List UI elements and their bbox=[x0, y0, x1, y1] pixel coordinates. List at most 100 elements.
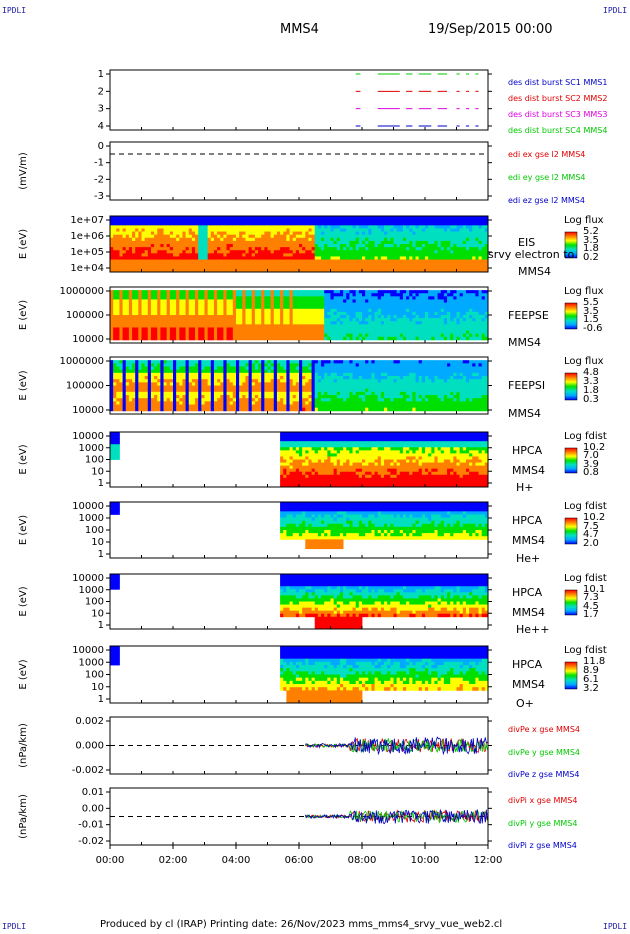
spectrogram-cell bbox=[317, 222, 322, 226]
spectrogram-cell bbox=[409, 253, 413, 257]
spectrogram-cell bbox=[210, 219, 215, 223]
spectrogram-cell bbox=[264, 234, 268, 239]
spectrogram-cell bbox=[201, 308, 205, 313]
spectrogram-cell bbox=[245, 321, 249, 325]
spectrogram-cell bbox=[374, 234, 379, 239]
spectrogram-cell bbox=[110, 308, 114, 313]
spectrogram-cell bbox=[204, 265, 209, 270]
spectrogram-cell bbox=[327, 237, 331, 242]
spectrogram-cell bbox=[217, 219, 221, 223]
spectrogram-cell bbox=[292, 333, 297, 338]
spectrogram-cell bbox=[387, 336, 391, 341]
spectrogram-cell bbox=[339, 324, 344, 328]
spectrogram-cell bbox=[207, 401, 212, 405]
spectrogram-cell bbox=[434, 247, 438, 251]
spectrogram-cell bbox=[213, 407, 218, 412]
spectrogram-cell bbox=[122, 315, 127, 319]
spectrogram-cell bbox=[443, 256, 448, 260]
spectrogram-cell bbox=[358, 256, 363, 260]
spectrogram-cell bbox=[138, 321, 142, 325]
spectrogram-cell bbox=[443, 308, 448, 313]
spectrogram-cell bbox=[138, 299, 142, 303]
spectrogram-cell bbox=[465, 318, 470, 322]
spectrogram-cell bbox=[132, 391, 136, 396]
spectrogram-cell bbox=[393, 299, 398, 303]
spectrogram-cell bbox=[308, 268, 312, 273]
spectrogram-cell bbox=[217, 234, 221, 239]
spectrogram-cell bbox=[226, 363, 231, 367]
spectrogram-cell bbox=[182, 216, 186, 220]
spectrogram-cell bbox=[141, 398, 146, 402]
spectrogram-cell bbox=[185, 376, 190, 380]
spectrogram-cell bbox=[299, 299, 303, 303]
spectrogram-cell bbox=[110, 315, 114, 319]
spectrogram-cell bbox=[229, 333, 234, 338]
spectrogram-cell bbox=[116, 225, 120, 229]
spectrogram-cell bbox=[223, 293, 227, 297]
spectrogram-cell bbox=[176, 324, 180, 328]
spectrogram-cell bbox=[179, 376, 183, 380]
spectrogram-cell bbox=[365, 259, 369, 264]
spectrogram-cell bbox=[248, 379, 253, 383]
spectrogram-cell bbox=[484, 290, 489, 294]
spectrogram-cell bbox=[324, 247, 328, 251]
spectrogram-cell bbox=[195, 228, 199, 232]
spectrogram-cell bbox=[295, 327, 300, 331]
spectrogram-cell bbox=[242, 318, 246, 322]
spectrogram-cell bbox=[437, 250, 442, 254]
spectrogram-cell bbox=[154, 237, 158, 242]
spectrogram-cell bbox=[273, 225, 278, 229]
spectrogram-cell bbox=[314, 250, 319, 254]
spectrogram-cell bbox=[377, 253, 382, 257]
spectrogram-cell bbox=[267, 388, 272, 393]
spectrogram-cell bbox=[213, 388, 218, 393]
spectrogram-cell bbox=[264, 395, 268, 399]
spectrogram-cell bbox=[267, 265, 272, 270]
spectrogram-cell bbox=[469, 219, 473, 223]
spectrogram-cell bbox=[355, 333, 360, 338]
spectrogram-cell bbox=[245, 315, 249, 319]
spectrogram-cell bbox=[128, 222, 133, 226]
spectrogram-cell bbox=[198, 360, 202, 364]
spectrogram-cell bbox=[232, 385, 237, 390]
spectrogram-cell bbox=[204, 318, 209, 322]
spectrogram-cell bbox=[185, 404, 190, 409]
spectrogram-cell bbox=[472, 330, 476, 335]
spectrogram-cell bbox=[276, 315, 281, 319]
spectrogram-cell bbox=[144, 299, 149, 303]
spectrogram-cell bbox=[469, 315, 473, 319]
spectrogram-cell bbox=[349, 247, 353, 251]
spectrogram-cell bbox=[254, 265, 259, 270]
spectrogram-cell bbox=[157, 330, 161, 335]
spectrogram-cell bbox=[116, 398, 120, 402]
spectrogram-cell bbox=[343, 222, 347, 226]
spectrogram-cell bbox=[261, 366, 265, 371]
spectrogram-cell bbox=[321, 308, 325, 313]
spectrogram-cell bbox=[462, 253, 467, 257]
spectrogram-cell bbox=[352, 321, 357, 325]
spectrogram-cell bbox=[169, 216, 174, 220]
spectrogram-cell bbox=[116, 293, 120, 297]
spectrogram-cell bbox=[384, 296, 388, 300]
spectrogram-cell bbox=[110, 259, 114, 264]
spectrogram-cell bbox=[173, 327, 177, 331]
spectrogram-cell bbox=[343, 311, 347, 316]
spectrogram-cell bbox=[314, 216, 319, 220]
spectrogram-cell bbox=[229, 324, 234, 328]
spectrogram-cell bbox=[402, 237, 407, 242]
spectrogram-cell bbox=[128, 379, 133, 383]
spectrogram-cell bbox=[308, 265, 312, 270]
spectrogram-cell bbox=[163, 290, 168, 294]
spectrogram-cell bbox=[339, 216, 344, 220]
spectrogram-cell bbox=[232, 240, 237, 245]
spectrogram-cell bbox=[132, 372, 136, 377]
spectrogram-cell bbox=[191, 247, 196, 251]
spectrogram-cell bbox=[324, 336, 328, 341]
spectrogram-cell bbox=[406, 219, 410, 223]
spectrogram-cell bbox=[371, 268, 375, 273]
spectrogram-cell bbox=[258, 401, 262, 405]
spectrogram-cell bbox=[132, 315, 136, 319]
spectrogram-cell bbox=[176, 360, 180, 364]
spectrogram-cell bbox=[481, 265, 486, 270]
spectrogram-cell bbox=[380, 247, 385, 251]
